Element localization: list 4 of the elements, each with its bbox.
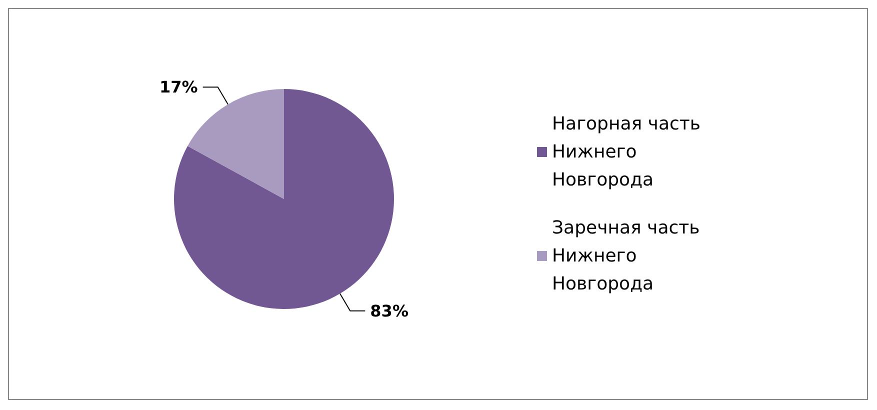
legend-label: Заречная часть Нижнего Новгорода xyxy=(552,218,706,294)
data-label: 83% xyxy=(370,301,408,320)
legend-label: Нагорная часть Нижнего Новгорода xyxy=(552,114,706,190)
data-label: 17% xyxy=(160,78,198,97)
